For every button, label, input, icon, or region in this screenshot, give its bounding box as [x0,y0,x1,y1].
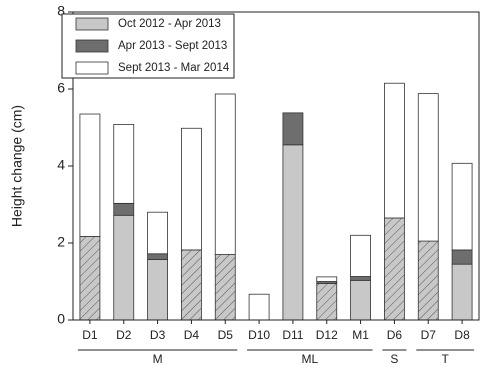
x-tick-label: D2 [116,328,132,342]
legend-label: Apr 2013 - Sept 2013 [118,40,227,52]
x-tick-label: D3 [150,328,166,342]
bar-segment [451,249,473,265]
legend-label: Sept 2013 - Mar 2014 [118,62,230,74]
y-tick-label: 2 [57,234,65,250]
x-tick-label: D7 [421,328,437,342]
bar-segment [181,127,202,251]
bar-segment [282,144,304,321]
y-tick-label: 4 [57,157,65,173]
group-label: T [441,352,449,366]
bar-segment [214,254,236,321]
bar-segment [282,112,304,146]
x-tick-label: M1 [352,328,369,342]
bar-segment [316,276,338,282]
legend-swatch [75,61,109,75]
bar-segment [113,214,135,321]
bar-segment [147,211,168,255]
bar-segment [384,217,405,321]
y-tick-label: 0 [57,311,65,327]
bar-segment [79,236,101,321]
x-tick-label: D4 [184,328,200,342]
bar-segment [350,234,371,277]
bar-segment [248,293,270,321]
bar-segment [350,276,371,281]
bar-segment [214,93,236,255]
x-tick-label: D5 [218,328,234,342]
plot-frame [72,11,480,321]
y-axis-label: Height change (cm) [9,105,25,227]
bar-segment [181,249,202,321]
x-tick-label: D11 [282,328,303,342]
group-label: ML [301,352,318,366]
bar-segment [451,263,473,321]
x-tick-label: D12 [316,328,338,342]
bar-segment [113,124,135,204]
bar-segment [417,93,439,242]
x-tick-label: D8 [454,328,470,342]
legend: Oct 2012 - Apr 2013 Apr 2013 - Sept 2013 S… [61,13,235,79]
legend-swatch [75,39,109,53]
group-label: S [390,352,398,366]
y-tick-label: 6 [57,80,65,96]
bar-segment [316,283,338,321]
bar-segment [451,162,473,251]
bar-segment [384,82,405,219]
x-tick-label: D1 [82,328,98,342]
bar-segment [350,279,371,321]
bar-segment [147,259,168,321]
x-tick-label: D10 [248,328,270,342]
legend-swatch [75,17,109,31]
bar-segment [417,240,439,321]
y-tick-label: 8 [57,3,65,19]
bar-segment [147,253,168,260]
group-label: M [153,352,163,366]
legend-label: Oct 2012 - Apr 2013 [118,18,221,30]
bar-segment [113,202,135,216]
x-tick-label: D6 [387,328,403,342]
bar-segment [79,113,101,237]
